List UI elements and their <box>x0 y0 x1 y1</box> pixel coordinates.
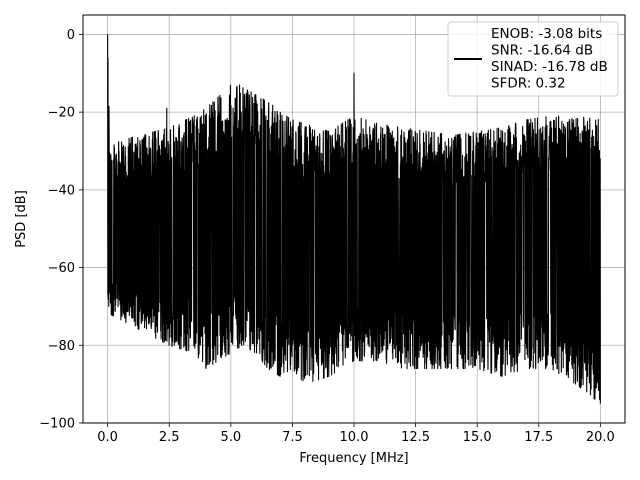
y-tick-label: 0 <box>67 28 75 43</box>
x-tick-label: 17.5 <box>524 430 553 445</box>
x-tick-label: 10.0 <box>340 430 369 445</box>
x-axis-label: Frequency [MHz] <box>299 451 408 466</box>
legend-entry-enob: ENOB: -3.08 bits <box>491 26 602 42</box>
x-tick-label: 0.0 <box>97 430 118 445</box>
psd-series-line <box>107 34 601 404</box>
legend-entry-sinad: SINAD: -16.78 dB <box>491 59 608 75</box>
y-tick-label: −80 <box>48 339 75 354</box>
x-axis: 0.0 2.5 5.0 7.5 10.0 12.5 15.0 17.5 20.0 <box>97 423 615 445</box>
legend-entry-snr: SNR: -16.64 dB <box>491 43 593 59</box>
x-tick-label: 7.5 <box>282 430 303 445</box>
x-tick-label: 12.5 <box>401 430 430 445</box>
y-tick-label: −100 <box>39 417 75 432</box>
x-tick-label: 15.0 <box>463 430 492 445</box>
legend: ENOB: -3.08 bits SNR: -16.64 dB SINAD: -… <box>447 21 619 97</box>
y-tick-label: −40 <box>48 183 75 198</box>
x-tick-label: 5.0 <box>220 430 241 445</box>
y-axis: 0 −20 −40 −60 −80 −100 <box>39 28 83 432</box>
y-axis-label: PSD [dB] <box>14 190 29 248</box>
x-tick-label: 20.0 <box>586 430 615 445</box>
y-tick-label: −20 <box>48 106 75 121</box>
y-tick-label: −60 <box>48 261 75 276</box>
plot-area <box>107 34 601 404</box>
x-tick-label: 2.5 <box>159 430 180 445</box>
legend-box <box>447 21 619 97</box>
legend-entry-sfdr: SFDR: 0.32 <box>491 76 566 92</box>
